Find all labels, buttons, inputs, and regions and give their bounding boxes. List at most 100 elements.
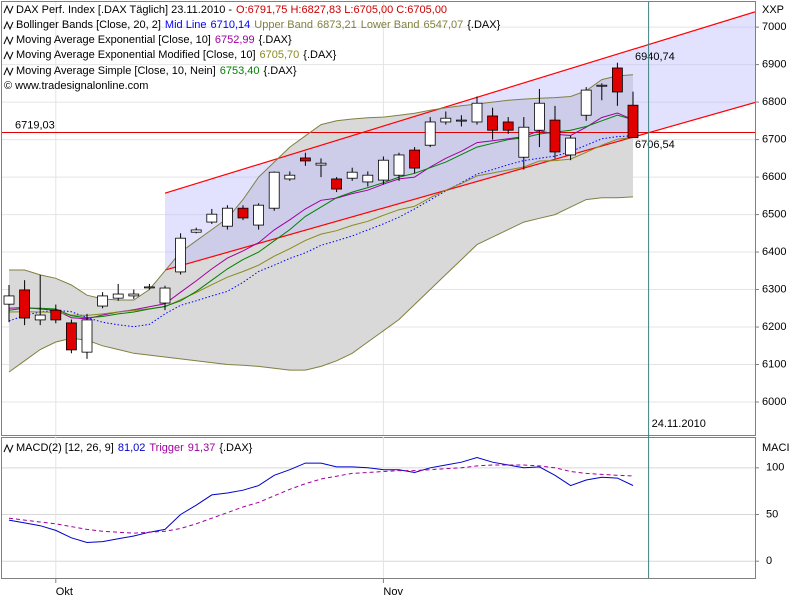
legend-icon	[3, 35, 14, 46]
candle-body	[502, 121, 514, 131]
legend-name: Moving Average Exponential [Close, 10]	[16, 34, 211, 46]
y-tick-label: 6000	[762, 396, 786, 408]
candle-body	[34, 314, 46, 321]
legend-name: Moving Average Exponential Modified [Clo…	[16, 49, 256, 61]
candle-body	[440, 117, 452, 123]
y-tick-label: 6400	[762, 246, 786, 258]
candle-body	[143, 286, 155, 289]
candle-body	[346, 171, 358, 179]
candle-body	[284, 174, 296, 180]
candle-body	[159, 287, 171, 304]
legend-icon	[3, 4, 14, 15]
axis-label: XXP	[762, 4, 784, 16]
legend-suffix: {.DAX}	[219, 442, 252, 454]
legend-entry: Moving Average Exponential [Close, 10] 67…	[16, 34, 292, 46]
candle-body	[221, 207, 233, 227]
legend: DAX Perf. Index [.DAX Täglich] 23.11.201…	[3, 4, 790, 454]
candle-body	[596, 84, 608, 87]
candle-body	[206, 213, 218, 223]
x-tick-label: Okt	[56, 586, 73, 598]
candle-body	[487, 115, 499, 131]
candle-body	[331, 178, 343, 190]
y-tick-label: 0	[766, 555, 772, 567]
candle-body	[612, 67, 623, 93]
candle-body	[534, 102, 545, 131]
legend-name: Moving Average Simple [Close, 10, Nein]	[16, 65, 216, 77]
hline-label: 6719,03	[15, 119, 55, 131]
legend-name: Mid Line	[165, 19, 207, 31]
header: DAX Perf. Index [.DAX Täglich] 23.11.201…	[16, 4, 447, 16]
candle-body	[393, 154, 405, 176]
ma-line	[8, 136, 634, 316]
candle-body	[97, 295, 108, 307]
legend-entry: Moving Average Exponential Modified [Clo…	[16, 49, 337, 61]
candle-body	[128, 293, 140, 297]
legend-name: Trigger	[149, 442, 184, 454]
macd-legend: MACD(2) [12, 26, 9] 81,02 Trigger 91,37 {.DA…	[16, 442, 253, 454]
legend-value: 6873,21	[317, 19, 357, 31]
y-tick-label: 6900	[762, 59, 786, 71]
candle-body	[19, 289, 31, 319]
legend-suffix: {.DAX}	[264, 65, 297, 77]
band-line	[8, 196, 634, 373]
main-plot: 6719,03 6940,74 6706,54	[2, 2, 755, 435]
header-ohlc: O:6791,75 H:6827,83 L:6705,00 C:6705,00	[236, 4, 447, 16]
y-tick-label: 6500	[762, 208, 786, 220]
y-tick-label: 6200	[762, 321, 786, 333]
legend-icon	[3, 20, 14, 31]
candle-body	[627, 104, 639, 139]
legend-entry: Moving Average Simple [Close, 10, Nein] 6…	[16, 65, 297, 77]
legend-value: 91,37	[188, 442, 216, 454]
candle-body	[3, 295, 15, 305]
candle-body	[66, 322, 77, 351]
candle-body	[237, 207, 249, 219]
band-line	[9, 74, 634, 301]
y-tick-label: 6300	[762, 283, 786, 295]
candle-body	[549, 119, 561, 153]
macd-plot	[2, 437, 755, 578]
legend-value: 6752,99	[215, 34, 255, 46]
y-tick-label: 50	[766, 508, 778, 520]
axes: 6000 6100 6200 6300 6400 6500 6600 6700 6800 6900…	[55, 2, 786, 598]
legend-value: 6753,40	[220, 65, 260, 77]
candle-body	[175, 237, 187, 273]
candle-body	[471, 102, 483, 123]
channel-line	[164, 11, 755, 194]
legend-name: MACD(2) [12, 26, 9]	[16, 442, 114, 454]
legend-value: 6710,14	[211, 19, 251, 31]
y-tick-label: 7000	[762, 21, 786, 33]
cursor-label: 24.11.2010	[652, 418, 706, 430]
legend-name: Upper Band	[254, 19, 313, 31]
y-tick-label: 6800	[762, 96, 786, 108]
y-tick-label: 6600	[762, 171, 786, 183]
macd-pane	[1, 437, 756, 579]
macd-line	[8, 456, 634, 544]
axis-label: MACI	[762, 442, 790, 454]
y-tick-label: 100	[766, 462, 784, 474]
candle-body	[253, 204, 265, 226]
legend-name: Lower Band	[361, 19, 420, 31]
candle-body	[268, 171, 280, 209]
legend-name: Bollinger Bands [Close, 20, 2]	[16, 19, 161, 31]
candle-body	[299, 157, 311, 162]
legend-icon	[3, 50, 14, 61]
y-tick-label: 6100	[762, 358, 786, 370]
candle-body	[424, 121, 436, 146]
channel-label: 6706,54	[635, 139, 675, 151]
candle-body	[112, 293, 124, 299]
candle-body	[455, 119, 467, 122]
legend-suffix: {.DAX}	[259, 34, 292, 46]
candle-body	[362, 174, 374, 183]
legend-value: 6705,70	[260, 49, 300, 61]
legend-suffix: {.DAX}	[303, 49, 336, 61]
candle-body	[81, 319, 93, 353]
legend-icon	[3, 66, 14, 77]
candle-body	[377, 159, 389, 181]
header-title: DAX Perf. Index [.DAX Täglich] 23.11.201…	[16, 4, 232, 16]
channel-line	[164, 101, 755, 271]
x-tick-label: Nov	[383, 586, 403, 598]
legend-value: 6547,07	[423, 19, 463, 31]
legend-suffix: {.DAX}	[467, 19, 500, 31]
copyright: © www.tradesignalonline.com	[4, 80, 148, 92]
